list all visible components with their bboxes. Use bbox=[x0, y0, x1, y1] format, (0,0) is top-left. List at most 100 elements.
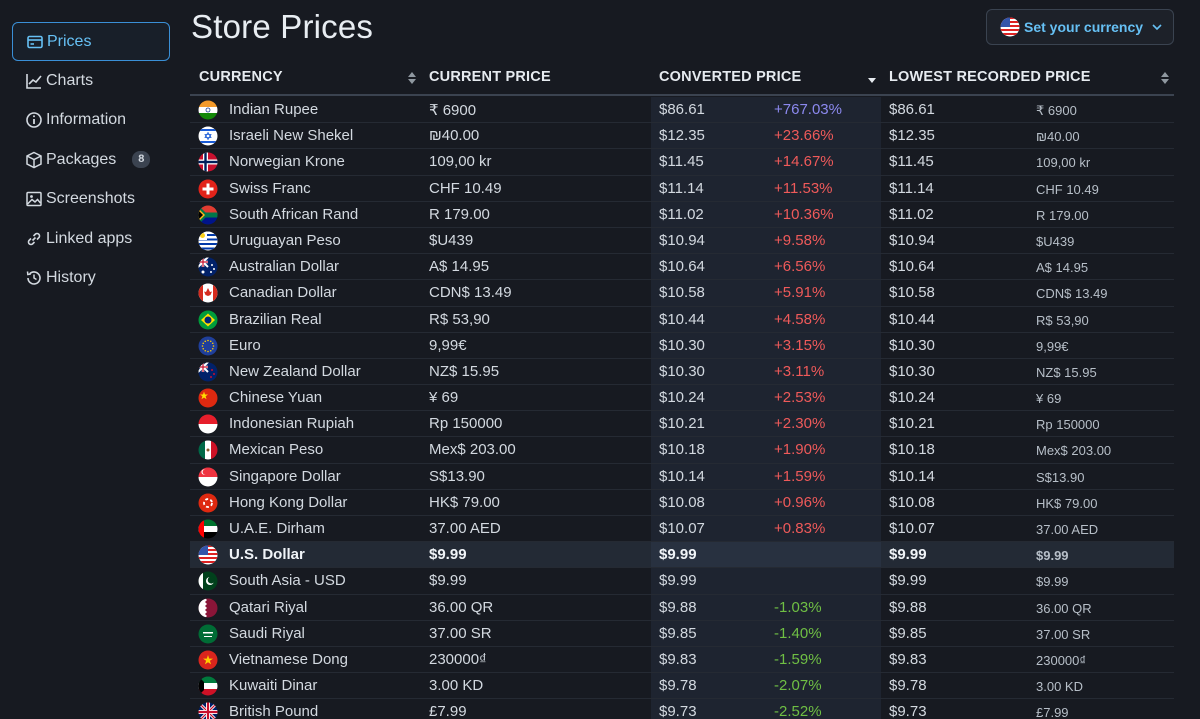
qa-flag-icon bbox=[198, 598, 218, 618]
price-difference: +3.11% bbox=[774, 362, 825, 380]
br-flag-icon bbox=[198, 310, 218, 330]
current-price: $9.99 bbox=[429, 572, 467, 590]
lowest-recorded-price: $9.88 bbox=[889, 598, 927, 616]
price-difference: +1.90% bbox=[774, 441, 826, 459]
lowest-recorded-price: $9.85 bbox=[889, 624, 927, 642]
converted-price: $9.85 bbox=[659, 624, 697, 642]
converted-column-background bbox=[651, 201, 881, 227]
currency-name: Hong Kong Dollar bbox=[229, 493, 348, 511]
converted-column-background bbox=[651, 149, 881, 175]
table-row: Brazilian Real R$ 53,90 $10.44 +4.58% $10.44… bbox=[190, 306, 1174, 333]
table-row: Norwegian Krone 109,00 kr $11.45 +14.67% $11… bbox=[190, 149, 1174, 176]
table-row: Saudi Riyal 37.00 SR $9.85 -1.40% $9.85 37.00… bbox=[190, 620, 1174, 647]
id-flag-icon bbox=[198, 414, 218, 434]
sidebar-item-information[interactable]: Information bbox=[12, 100, 170, 139]
converted-column-background bbox=[651, 568, 881, 594]
pk-flag-icon bbox=[198, 571, 218, 591]
sidebar-item-prices[interactable]: Prices bbox=[12, 22, 170, 61]
sidebar-item-label: Screenshots bbox=[46, 189, 135, 207]
table-body: Indian Rupee ₹ 6900 $86.61 +767.03% $86.61 ₹ … bbox=[190, 97, 1174, 719]
sidebar-item-packages[interactable]: Packages 8 bbox=[12, 140, 170, 179]
current-price: NZ$ 15.95 bbox=[429, 362, 500, 380]
lowest-recorded-price: $9.78 bbox=[889, 677, 927, 695]
price-difference: +14.67% bbox=[774, 153, 834, 171]
sidebar-item-history[interactable]: History bbox=[12, 258, 170, 297]
hk-flag-icon bbox=[198, 493, 218, 513]
table-row: Canadian Dollar CDN$ 13.49 $10.58 +5.91% $10… bbox=[190, 280, 1174, 307]
lowest-recorded-local-price: HK$ 79.00 bbox=[1036, 495, 1098, 511]
lowest-recorded-local-price: 37.00 SR bbox=[1036, 626, 1091, 642]
sort-icon[interactable] bbox=[1160, 71, 1170, 85]
lowest-recorded-price: $10.21 bbox=[889, 415, 935, 433]
lowest-recorded-local-price: R$ 53,90 bbox=[1036, 312, 1089, 328]
currency-name: Euro bbox=[229, 336, 261, 354]
lowest-recorded-price: $10.44 bbox=[889, 310, 935, 328]
converted-column-background bbox=[651, 254, 881, 280]
table-row: Uruguayan Peso $U439 $10.94 +9.58% $10.94 $U4… bbox=[190, 227, 1174, 255]
column-header-lowest-recorded-price[interactable]: LOWEST RECORDED PRICE bbox=[889, 69, 1091, 85]
converted-price: $9.78 bbox=[659, 677, 697, 695]
current-price: 37.00 SR bbox=[429, 624, 492, 642]
table-row: Kuwaiti Dinar 3.00 KD $9.78 -2.07% $9.78 3.00… bbox=[190, 673, 1174, 700]
price-difference: +9.58% bbox=[774, 231, 826, 249]
price-difference: +2.53% bbox=[774, 389, 826, 407]
converted-column-background bbox=[651, 463, 881, 489]
lowest-recorded-price: $10.08 bbox=[889, 493, 935, 511]
currency-name: Australian Dollar bbox=[229, 258, 340, 276]
column-header-converted-price[interactable]: CONVERTED PRICE bbox=[659, 69, 802, 85]
converted-price: $10.30 bbox=[659, 336, 705, 354]
lowest-recorded-local-price: ₪40.00 bbox=[1036, 129, 1080, 145]
sidebar-item-charts[interactable]: Charts bbox=[12, 61, 170, 100]
lowest-recorded-price: $9.99 bbox=[889, 546, 927, 564]
converted-price: $10.18 bbox=[659, 441, 705, 459]
table-row: South Asia - USD $9.99 $9.99 $9.99 $9.99 bbox=[190, 568, 1174, 595]
sort-icon[interactable] bbox=[407, 71, 417, 85]
packages-icon bbox=[25, 151, 43, 169]
cn-flag-icon bbox=[198, 388, 218, 408]
converted-column-background bbox=[651, 594, 881, 620]
price-difference: +6.56% bbox=[774, 258, 826, 276]
converted-column-background bbox=[651, 175, 881, 201]
lowest-recorded-price: $10.24 bbox=[889, 389, 935, 407]
sidebar-item-label: Packages bbox=[46, 150, 117, 168]
lowest-recorded-local-price: 109,00 kr bbox=[1036, 155, 1091, 171]
table-row: Indian Rupee ₹ 6900 $86.61 +767.03% $86.61 ₹ … bbox=[190, 97, 1174, 124]
set-currency-button[interactable]: Set your currency bbox=[986, 9, 1174, 45]
lowest-recorded-price: $10.58 bbox=[889, 284, 935, 302]
converted-column-background bbox=[651, 542, 881, 568]
currency-name: Brazilian Real bbox=[229, 310, 322, 328]
currency-name: Chinese Yuan bbox=[229, 389, 323, 407]
sidebar-item-screenshots[interactable]: Screenshots bbox=[12, 179, 170, 218]
current-price: ¥ 69 bbox=[429, 389, 459, 407]
converted-price: $10.58 bbox=[659, 284, 705, 302]
table-row: Chinese Yuan ¥ 69 $10.24 +2.53% $10.24 ¥ 69 bbox=[190, 385, 1174, 412]
price-difference: +23.66% bbox=[774, 127, 834, 145]
lowest-recorded-local-price: CDN$ 13.49 bbox=[1036, 286, 1108, 302]
chevron-down-icon bbox=[1152, 24, 1162, 31]
sort-descending-icon[interactable] bbox=[867, 71, 877, 85]
lowest-recorded-local-price: 37.00 AED bbox=[1036, 522, 1099, 537]
current-price: $9.99 bbox=[429, 546, 467, 564]
column-header-currency[interactable]: CURRENCY bbox=[199, 69, 283, 85]
converted-price: $9.73 bbox=[659, 703, 697, 719]
price-difference: +2.30% bbox=[774, 415, 826, 433]
converted-column-background bbox=[651, 411, 881, 437]
current-price: R 179.00 bbox=[429, 205, 490, 223]
price-difference: +5.91% bbox=[774, 284, 826, 302]
table-row: Vietnamese Dong 230000₫ $9.83 -1.59% $9.83 23… bbox=[190, 646, 1174, 674]
column-header-current-price[interactable]: CURRENT PRICE bbox=[429, 69, 551, 85]
table-row: British Pound £7.99 $9.73 -2.52% $9.73 £7.99 bbox=[190, 699, 1174, 719]
sidebar-item-linked-apps[interactable]: Linked apps bbox=[12, 219, 170, 258]
lowest-recorded-local-price: $9.99 bbox=[1036, 548, 1069, 564]
converted-price: $86.61 bbox=[659, 101, 705, 118]
price-difference: +10.36% bbox=[774, 205, 834, 223]
currency-name: South Asia - USD bbox=[229, 572, 346, 590]
il-flag-icon bbox=[198, 126, 218, 146]
lowest-recorded-local-price: 3.00 KD bbox=[1036, 679, 1083, 695]
converted-price: $9.99 bbox=[659, 572, 697, 590]
price-difference: +3.15% bbox=[774, 336, 826, 354]
price-difference: +767.03% bbox=[774, 101, 842, 118]
currency-name: Vietnamese Dong bbox=[229, 650, 348, 668]
za-flag-icon bbox=[198, 205, 218, 225]
price-difference: -2.07% bbox=[774, 677, 822, 695]
